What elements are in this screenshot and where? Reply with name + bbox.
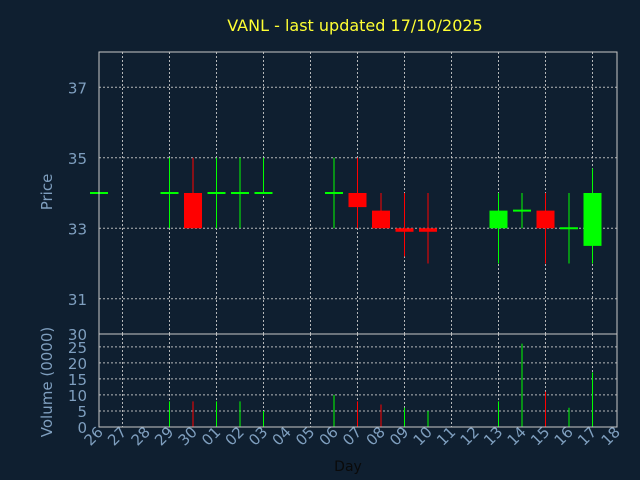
candle-body	[372, 210, 390, 229]
candle-body	[489, 210, 508, 229]
volume-panel-frame	[98, 333, 618, 428]
price-tick-labels: 31 33 35 37 30	[68, 79, 87, 344]
volume-axis-label: Volume (0000)	[38, 327, 56, 437]
volume-tick-label: 5	[77, 403, 87, 421]
volume-tick-label: 10	[68, 387, 87, 405]
volume-tick-label: 20	[68, 355, 87, 373]
candles	[90, 157, 602, 264]
candle-body	[395, 228, 414, 232]
volume-bars	[169, 343, 593, 427]
volume-tick-label: 15	[68, 371, 87, 389]
candle-body	[419, 228, 437, 232]
candle-body	[348, 193, 367, 208]
price-tick-label: 37	[68, 79, 87, 97]
price-tick-label: 30	[68, 326, 87, 344]
volume-tick-label: 25	[68, 339, 87, 357]
candle-body	[583, 193, 602, 246]
volume-tick-label: 0	[77, 419, 87, 437]
candle-body	[536, 210, 555, 229]
price-tick-label: 31	[68, 291, 87, 309]
price-axis-label: Price	[38, 174, 56, 211]
candle-body	[184, 193, 202, 229]
price-tick-label: 33	[68, 220, 87, 238]
day-axis-label: Day	[334, 459, 362, 475]
price-tick-label: 35	[68, 150, 87, 168]
chart-title: VANL - last updated 17/10/2025	[227, 16, 482, 35]
